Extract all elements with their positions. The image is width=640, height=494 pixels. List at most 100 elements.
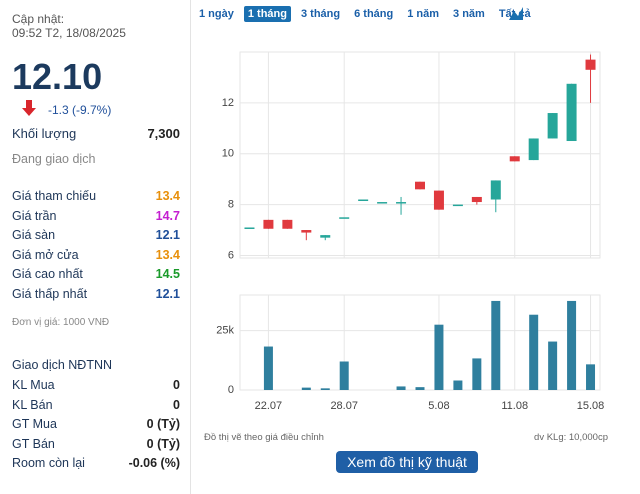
info-value: -0.06 (%): [128, 456, 180, 471]
info-label: Giá thấp nhất: [12, 287, 88, 301]
x-tick-label: 28.07: [330, 400, 358, 412]
info-label: Giá tham chiếu: [12, 189, 97, 203]
chart: 6 8 10 12 0 25k 22.07 28.07 5.08 11.08 15.08: [216, 51, 605, 412]
info-label: KL Mua: [12, 378, 55, 392]
info-value: 14.7: [155, 208, 180, 223]
footer-unit: dv KLg: 10,000cp: [534, 432, 608, 443]
volume-bar: [472, 358, 482, 390]
volume-bar: [301, 387, 311, 390]
range-tab[interactable]: 1 năm: [407, 8, 440, 20]
candle-body: [471, 196, 482, 203]
volume-bar: [415, 387, 425, 390]
info-label: KL Bán: [12, 397, 53, 412]
y-tick-label: 10: [222, 148, 234, 160]
info-label: Giá sàn: [12, 228, 56, 243]
volume-bar: [434, 324, 444, 390]
change: -1.3 (-9.7%): [48, 103, 112, 117]
footer-note: Đồ thị vẽ theo giá điều chỉnh: [204, 432, 324, 443]
plot-frame: [239, 51, 601, 259]
info-row: Room còn lại -0.06 (%): [12, 456, 180, 470]
x-tick-label: 11.08: [501, 400, 528, 412]
info-value: 12.1: [155, 228, 180, 243]
info-label: Giá trần: [12, 208, 57, 223]
y-tick-label: 12: [222, 97, 234, 109]
info-value: 0 (Tỷ): [146, 436, 180, 451]
info-row: Giá sàn 12.1: [12, 228, 180, 242]
range-tab[interactable]: 1 ngày: [199, 8, 234, 20]
updated-time: 09:52 T2, 18/08/2025: [12, 26, 126, 40]
y-tick-label: 0: [228, 384, 234, 396]
candle-body: [301, 230, 312, 233]
range-tab[interactable]: 6 tháng: [354, 8, 394, 20]
status: Đang giao dịch: [12, 152, 96, 166]
unit-note: Đơn vị giá: 1000 VNĐ: [12, 317, 110, 328]
info-value: 0 (Tỷ): [146, 417, 180, 432]
sidebar: Cập nhật: 09:52 T2, 18/08/2025 12.10 -1.…: [0, 0, 191, 494]
info-value: 0: [173, 397, 180, 412]
volume-bar: [529, 314, 539, 390]
info-row: GT Bán 0 (Tỷ): [12, 437, 180, 451]
info-row: Giá mở cửa 13.4: [12, 248, 180, 262]
candle-body: [358, 199, 369, 202]
candle-body: [282, 219, 293, 229]
info-value: 13.4: [155, 189, 180, 203]
range-tab[interactable]: 1 tháng: [243, 6, 291, 22]
info-row: KL Mua 0: [12, 378, 180, 392]
candle-body: [244, 227, 255, 229]
volume-bar: [567, 300, 577, 390]
y-tick-label: 6: [228, 249, 234, 261]
x-tick-label: 15.08: [577, 400, 605, 412]
x-tick-label: 5.08: [428, 400, 449, 412]
info-label: Giá cao nhất: [12, 267, 83, 282]
volume-label: Khối lượng: [12, 126, 77, 141]
candle-body: [585, 59, 596, 70]
candle-body: [320, 235, 331, 238]
info-label: GT Bán: [12, 436, 55, 451]
info-row: KL Bán 0: [12, 398, 180, 412]
volume-bar: [339, 361, 349, 390]
price: 12.10: [12, 56, 103, 97]
candle-body: [566, 83, 577, 142]
volume-bar: [396, 386, 406, 390]
volume: 7,300: [147, 126, 180, 141]
candle-body: [433, 190, 444, 210]
info-row: Giá thấp nhất 12.1: [12, 287, 180, 301]
info-label: Room còn lại: [12, 456, 85, 471]
foreign-title: Giao dịch NĐTNN: [12, 358, 113, 372]
candle-body: [528, 138, 539, 161]
updated-label: Cập nhật:: [12, 12, 65, 26]
volume-bar: [320, 388, 330, 390]
candle-body: [377, 202, 388, 204]
plot-frame: [239, 294, 601, 391]
info-row: Giá cao nhất 14.5: [12, 267, 180, 281]
range-tab[interactable]: 3 tháng: [300, 8, 341, 20]
y-tick-label: 8: [228, 198, 234, 210]
candle-body: [415, 181, 425, 190]
candle-body: [509, 156, 520, 162]
y-tick-label: 25k: [216, 325, 234, 337]
chart-icon[interactable]: [508, 5, 524, 21]
info-row: Giá trần 14.7: [12, 209, 180, 223]
candle-body: [263, 219, 274, 229]
info-label: GT Mua: [12, 417, 57, 432]
candle-body: [339, 217, 350, 219]
info-value: 12.1: [155, 287, 180, 301]
down-arrow: [22, 100, 36, 116]
info-value: 13.4: [155, 247, 180, 262]
info-label: Giá mở cửa: [12, 247, 79, 262]
tech-chart-button[interactable]: Xem đồ thị kỹ thuật: [336, 451, 478, 473]
volume-row: Khối lượng 7,300: [12, 126, 180, 141]
candle-body: [490, 180, 501, 200]
volume-bar: [586, 364, 596, 390]
candle-body: [396, 202, 407, 204]
range-tab[interactable]: 3 năm: [453, 8, 485, 20]
volume-bar: [263, 346, 273, 390]
info-row: Giá tham chiếu 13.4: [12, 189, 180, 203]
info-value: 14.5: [155, 267, 180, 282]
volume-bar: [548, 341, 558, 390]
info-row: GT Mua 0 (Tỷ): [12, 417, 180, 431]
candle-body: [452, 204, 463, 207]
volume-bar: [453, 380, 463, 390]
volume-bar: [491, 300, 501, 390]
range-tabs: 1 ngày 1 tháng 3 tháng 6 tháng 1 năm 3 năm Tất…: [195, 6, 539, 22]
